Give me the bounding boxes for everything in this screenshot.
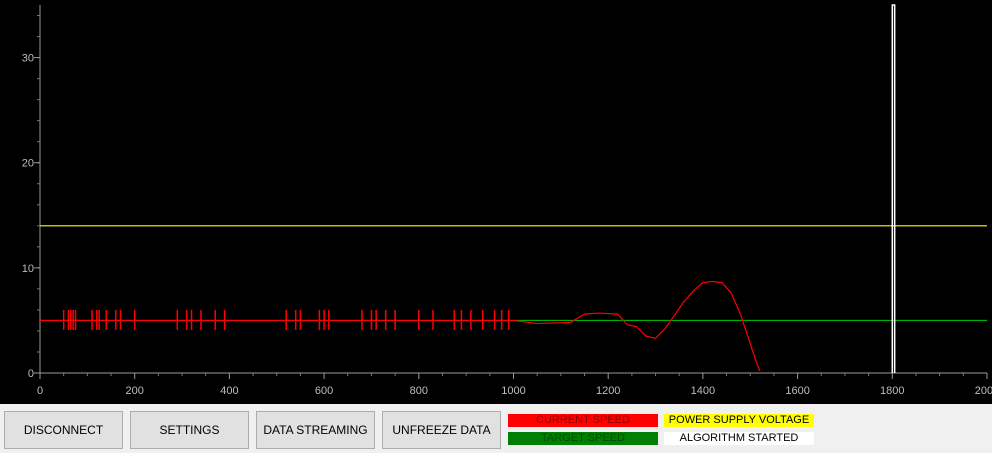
chart-svg: 0 10 20 30 0 200 400 600 800 1000 1200 1400 1600 1800… (22, 4, 992, 397)
series-algorithm-started (891, 4, 896, 373)
x-tick-label: 800 (410, 385, 428, 397)
x-tick-label: 0 (37, 385, 43, 397)
x-tick-label: 400 (220, 385, 238, 397)
x-tick-label: 600 (315, 385, 333, 397)
legend-current-speed: CURRENT SPEED (508, 414, 658, 427)
data-streaming-button[interactable]: DATA STREAMING (256, 411, 375, 449)
settings-button[interactable]: SETTINGS (130, 411, 249, 449)
legend-target-speed: TARGET SPEED (508, 432, 658, 445)
x-tick-label: 1600 (785, 385, 809, 397)
legend-algorithm-started: ALGORITHM STARTED (664, 432, 814, 445)
speed-chart[interactable]: 0 10 20 30 0 200 400 600 800 1000 1200 1400 1600 1800… (0, 0, 992, 404)
x-tick-label: 1000 (501, 385, 525, 397)
y-tick-label: 0 (28, 368, 34, 380)
unfreeze-data-button[interactable]: UNFREEZE DATA (382, 411, 501, 449)
x-tick-label: 1200 (596, 385, 620, 397)
series-current-speed (40, 280, 761, 372)
x-tick-label: 200 (126, 385, 144, 397)
x-tick-label: 1800 (880, 385, 904, 397)
y-tick-label: 20 (22, 158, 34, 170)
legend-power-supply-voltage: POWER SUPPLY VOLTAGE (664, 414, 814, 427)
x-tick-label: 1400 (691, 385, 715, 397)
y-tick-label: 30 (22, 53, 34, 65)
x-tick-label: 2000 (975, 385, 992, 397)
disconnect-button[interactable]: DISCONNECT (4, 411, 123, 449)
y-tick-label: 10 (22, 263, 34, 275)
